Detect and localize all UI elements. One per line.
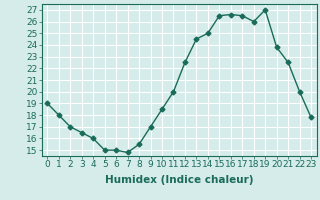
X-axis label: Humidex (Indice chaleur): Humidex (Indice chaleur) [105, 175, 253, 185]
